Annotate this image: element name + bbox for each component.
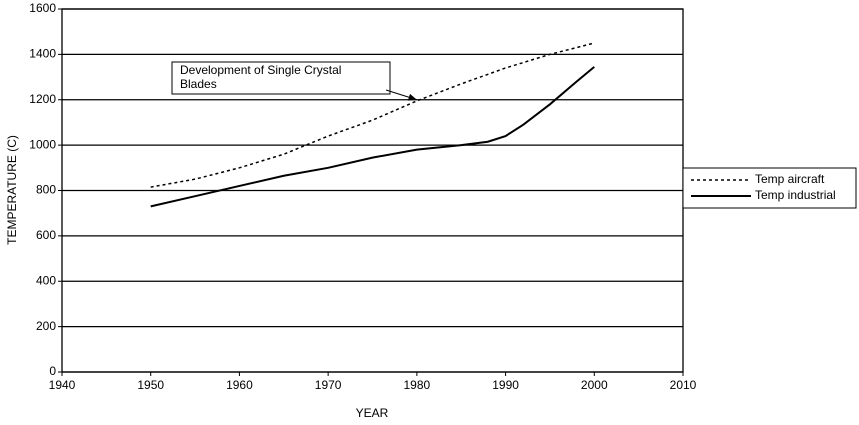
x-tick-label: 1980: [404, 378, 431, 392]
x-tick-label: 2010: [670, 378, 697, 392]
x-tick-label: 1950: [137, 378, 164, 392]
y-tick-label: 600: [36, 228, 56, 242]
y-tick-label: 400: [36, 273, 56, 287]
y-tick-label: 0: [49, 364, 56, 378]
annotation-arrowhead: [407, 93, 417, 101]
x-tick-label: 1960: [226, 378, 253, 392]
y-tick-label: 1200: [29, 92, 56, 106]
legend-box: [682, 167, 857, 209]
x-tick-label: 1990: [492, 378, 519, 392]
y-tick-label: 200: [36, 319, 56, 333]
legend-label: Temp industrial: [755, 188, 836, 202]
annotation-text: Development of Single Crystal: [180, 63, 341, 77]
y-axis-label: TEMPERATURE (C): [5, 135, 19, 245]
legend-label: Temp aircraft: [755, 172, 825, 186]
series-line: [150, 66, 595, 208]
y-tick-label: 1000: [29, 137, 56, 151]
y-tick-label: 1400: [29, 47, 56, 61]
x-axis-label: YEAR: [356, 406, 389, 420]
series-line: [150, 42, 595, 188]
annotation-box: [171, 61, 391, 95]
y-tick-label: 800: [36, 183, 56, 197]
x-tick-label: 2000: [581, 378, 608, 392]
annotation-text: Blades: [180, 77, 217, 91]
y-tick-label: 1600: [29, 1, 56, 15]
x-tick-label: 1940: [49, 378, 76, 392]
x-tick-label: 1970: [315, 378, 342, 392]
